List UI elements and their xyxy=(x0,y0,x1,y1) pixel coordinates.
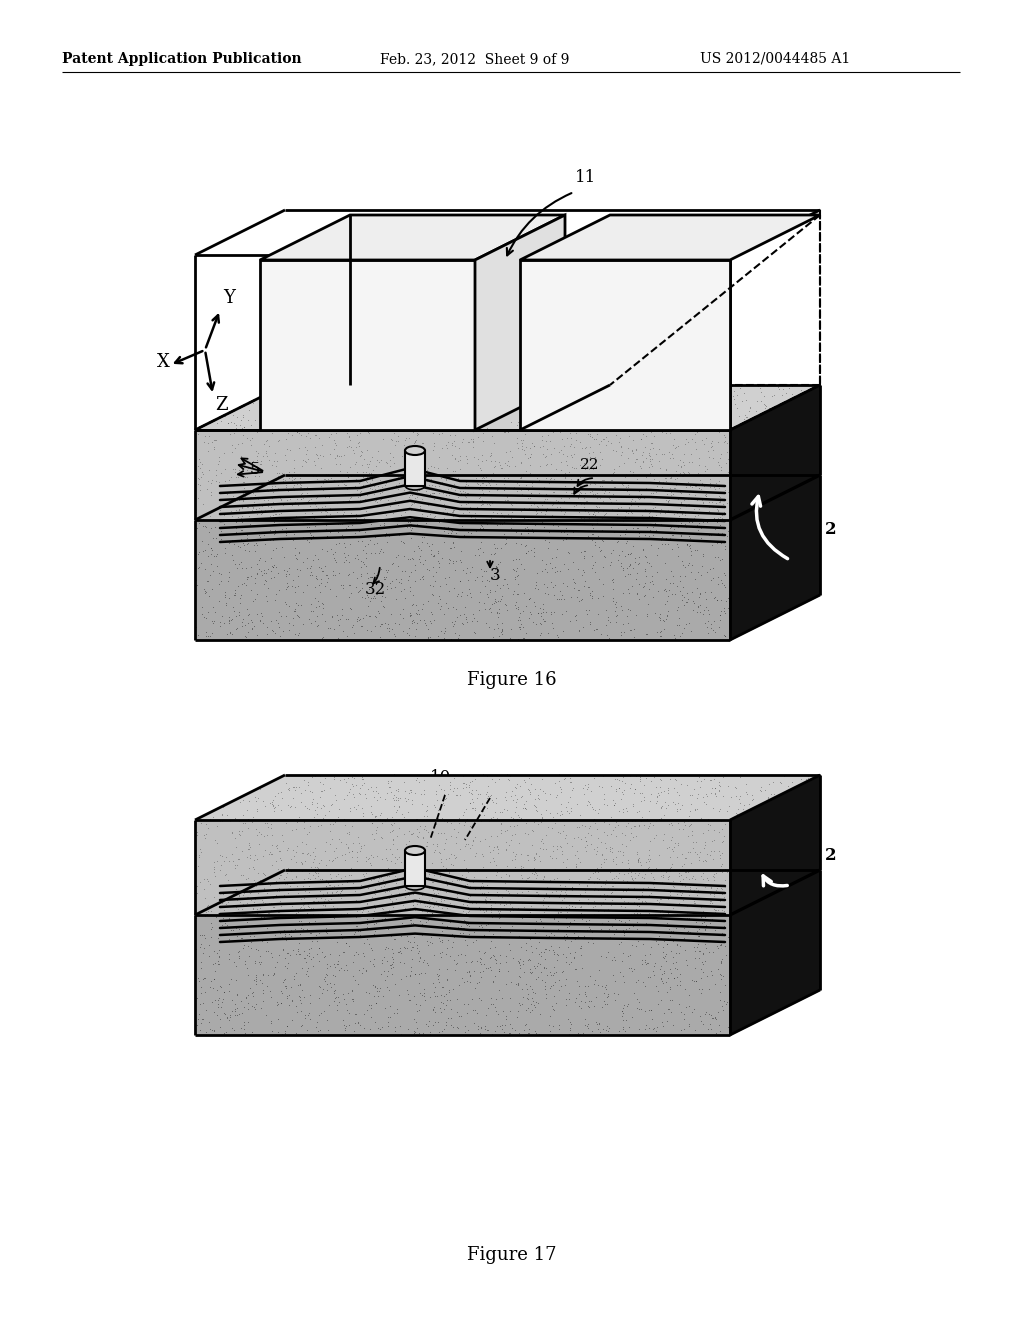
Bar xyxy=(406,850,425,886)
Polygon shape xyxy=(195,775,820,820)
Polygon shape xyxy=(730,775,820,1035)
Text: 32: 32 xyxy=(365,582,386,598)
Text: 3: 3 xyxy=(488,780,499,796)
Text: Figure 16: Figure 16 xyxy=(467,671,557,689)
Ellipse shape xyxy=(406,446,425,455)
Polygon shape xyxy=(195,520,730,640)
Polygon shape xyxy=(195,430,730,520)
Text: 34: 34 xyxy=(410,949,431,965)
Polygon shape xyxy=(260,215,565,260)
Text: 33: 33 xyxy=(350,952,372,969)
Polygon shape xyxy=(520,215,820,260)
Polygon shape xyxy=(475,215,565,430)
Text: Figure 17: Figure 17 xyxy=(467,1246,557,1265)
Text: Feb. 23, 2012  Sheet 9 of 9: Feb. 23, 2012 Sheet 9 of 9 xyxy=(380,51,569,66)
Text: 2: 2 xyxy=(825,846,837,863)
Text: 22: 22 xyxy=(580,458,599,473)
Polygon shape xyxy=(730,870,820,1035)
Text: Patent Application Publication: Patent Application Publication xyxy=(62,51,302,66)
Polygon shape xyxy=(260,260,475,430)
Text: Y: Y xyxy=(223,289,234,308)
Polygon shape xyxy=(730,475,820,640)
Ellipse shape xyxy=(406,846,425,855)
Polygon shape xyxy=(195,870,820,915)
Text: 22: 22 xyxy=(575,865,596,879)
Text: Z: Z xyxy=(215,396,227,414)
Text: X: X xyxy=(157,352,170,371)
Text: 5: 5 xyxy=(250,462,260,479)
Polygon shape xyxy=(195,475,820,520)
Text: 2: 2 xyxy=(825,521,837,539)
Polygon shape xyxy=(195,385,820,430)
Bar xyxy=(406,450,425,486)
Polygon shape xyxy=(730,385,820,640)
Polygon shape xyxy=(520,260,730,430)
Text: 11: 11 xyxy=(575,169,596,186)
Polygon shape xyxy=(730,385,820,520)
Ellipse shape xyxy=(406,880,425,890)
Polygon shape xyxy=(195,820,730,915)
Ellipse shape xyxy=(406,480,425,490)
Text: 10: 10 xyxy=(430,770,452,787)
Text: 3: 3 xyxy=(490,566,501,583)
Polygon shape xyxy=(730,775,820,915)
Text: 5: 5 xyxy=(245,862,256,879)
Polygon shape xyxy=(195,915,730,1035)
Text: US 2012/0044485 A1: US 2012/0044485 A1 xyxy=(700,51,850,66)
